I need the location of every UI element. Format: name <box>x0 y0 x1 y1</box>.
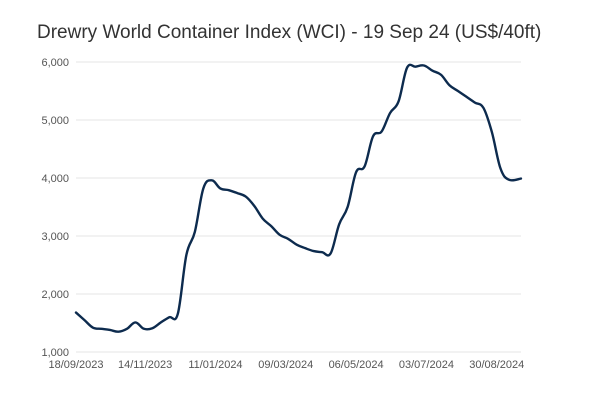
y-tick-label: 2,000 <box>41 289 69 301</box>
x-tick-label: 06/05/2024 <box>329 359 384 371</box>
x-tick-label: 14/11/2023 <box>118 359 172 371</box>
x-tick-label: 03/07/2024 <box>399 359 454 371</box>
y-tick-label: 6,000 <box>41 57 69 69</box>
x-tick-label: 09/03/2024 <box>258 359 313 371</box>
chart-title: Drewry World Container Index (WCI) - 19 … <box>37 22 542 43</box>
x-tick-label: 18/09/2023 <box>48 359 103 371</box>
y-tick-label: 5,000 <box>41 115 69 127</box>
y-tick-label: 3,000 <box>41 231 69 243</box>
series-line-wci <box>74 63 523 333</box>
x-tick-label: 11/01/2024 <box>188 359 242 371</box>
y-axis-ticks: 1,000 2,000 3,000 4,000 5,000 6,000 <box>41 57 69 359</box>
series-layer <box>74 63 523 333</box>
x-tick-label: 30/08/2024 <box>469 359 524 371</box>
grid-lines <box>76 61 521 353</box>
y-tick-label: 1,000 <box>41 347 69 359</box>
x-axis-ticks: 18/09/2023 14/11/2023 11/01/2024 09/03/2024… <box>48 359 524 371</box>
y-tick-label: 4,000 <box>41 173 69 185</box>
